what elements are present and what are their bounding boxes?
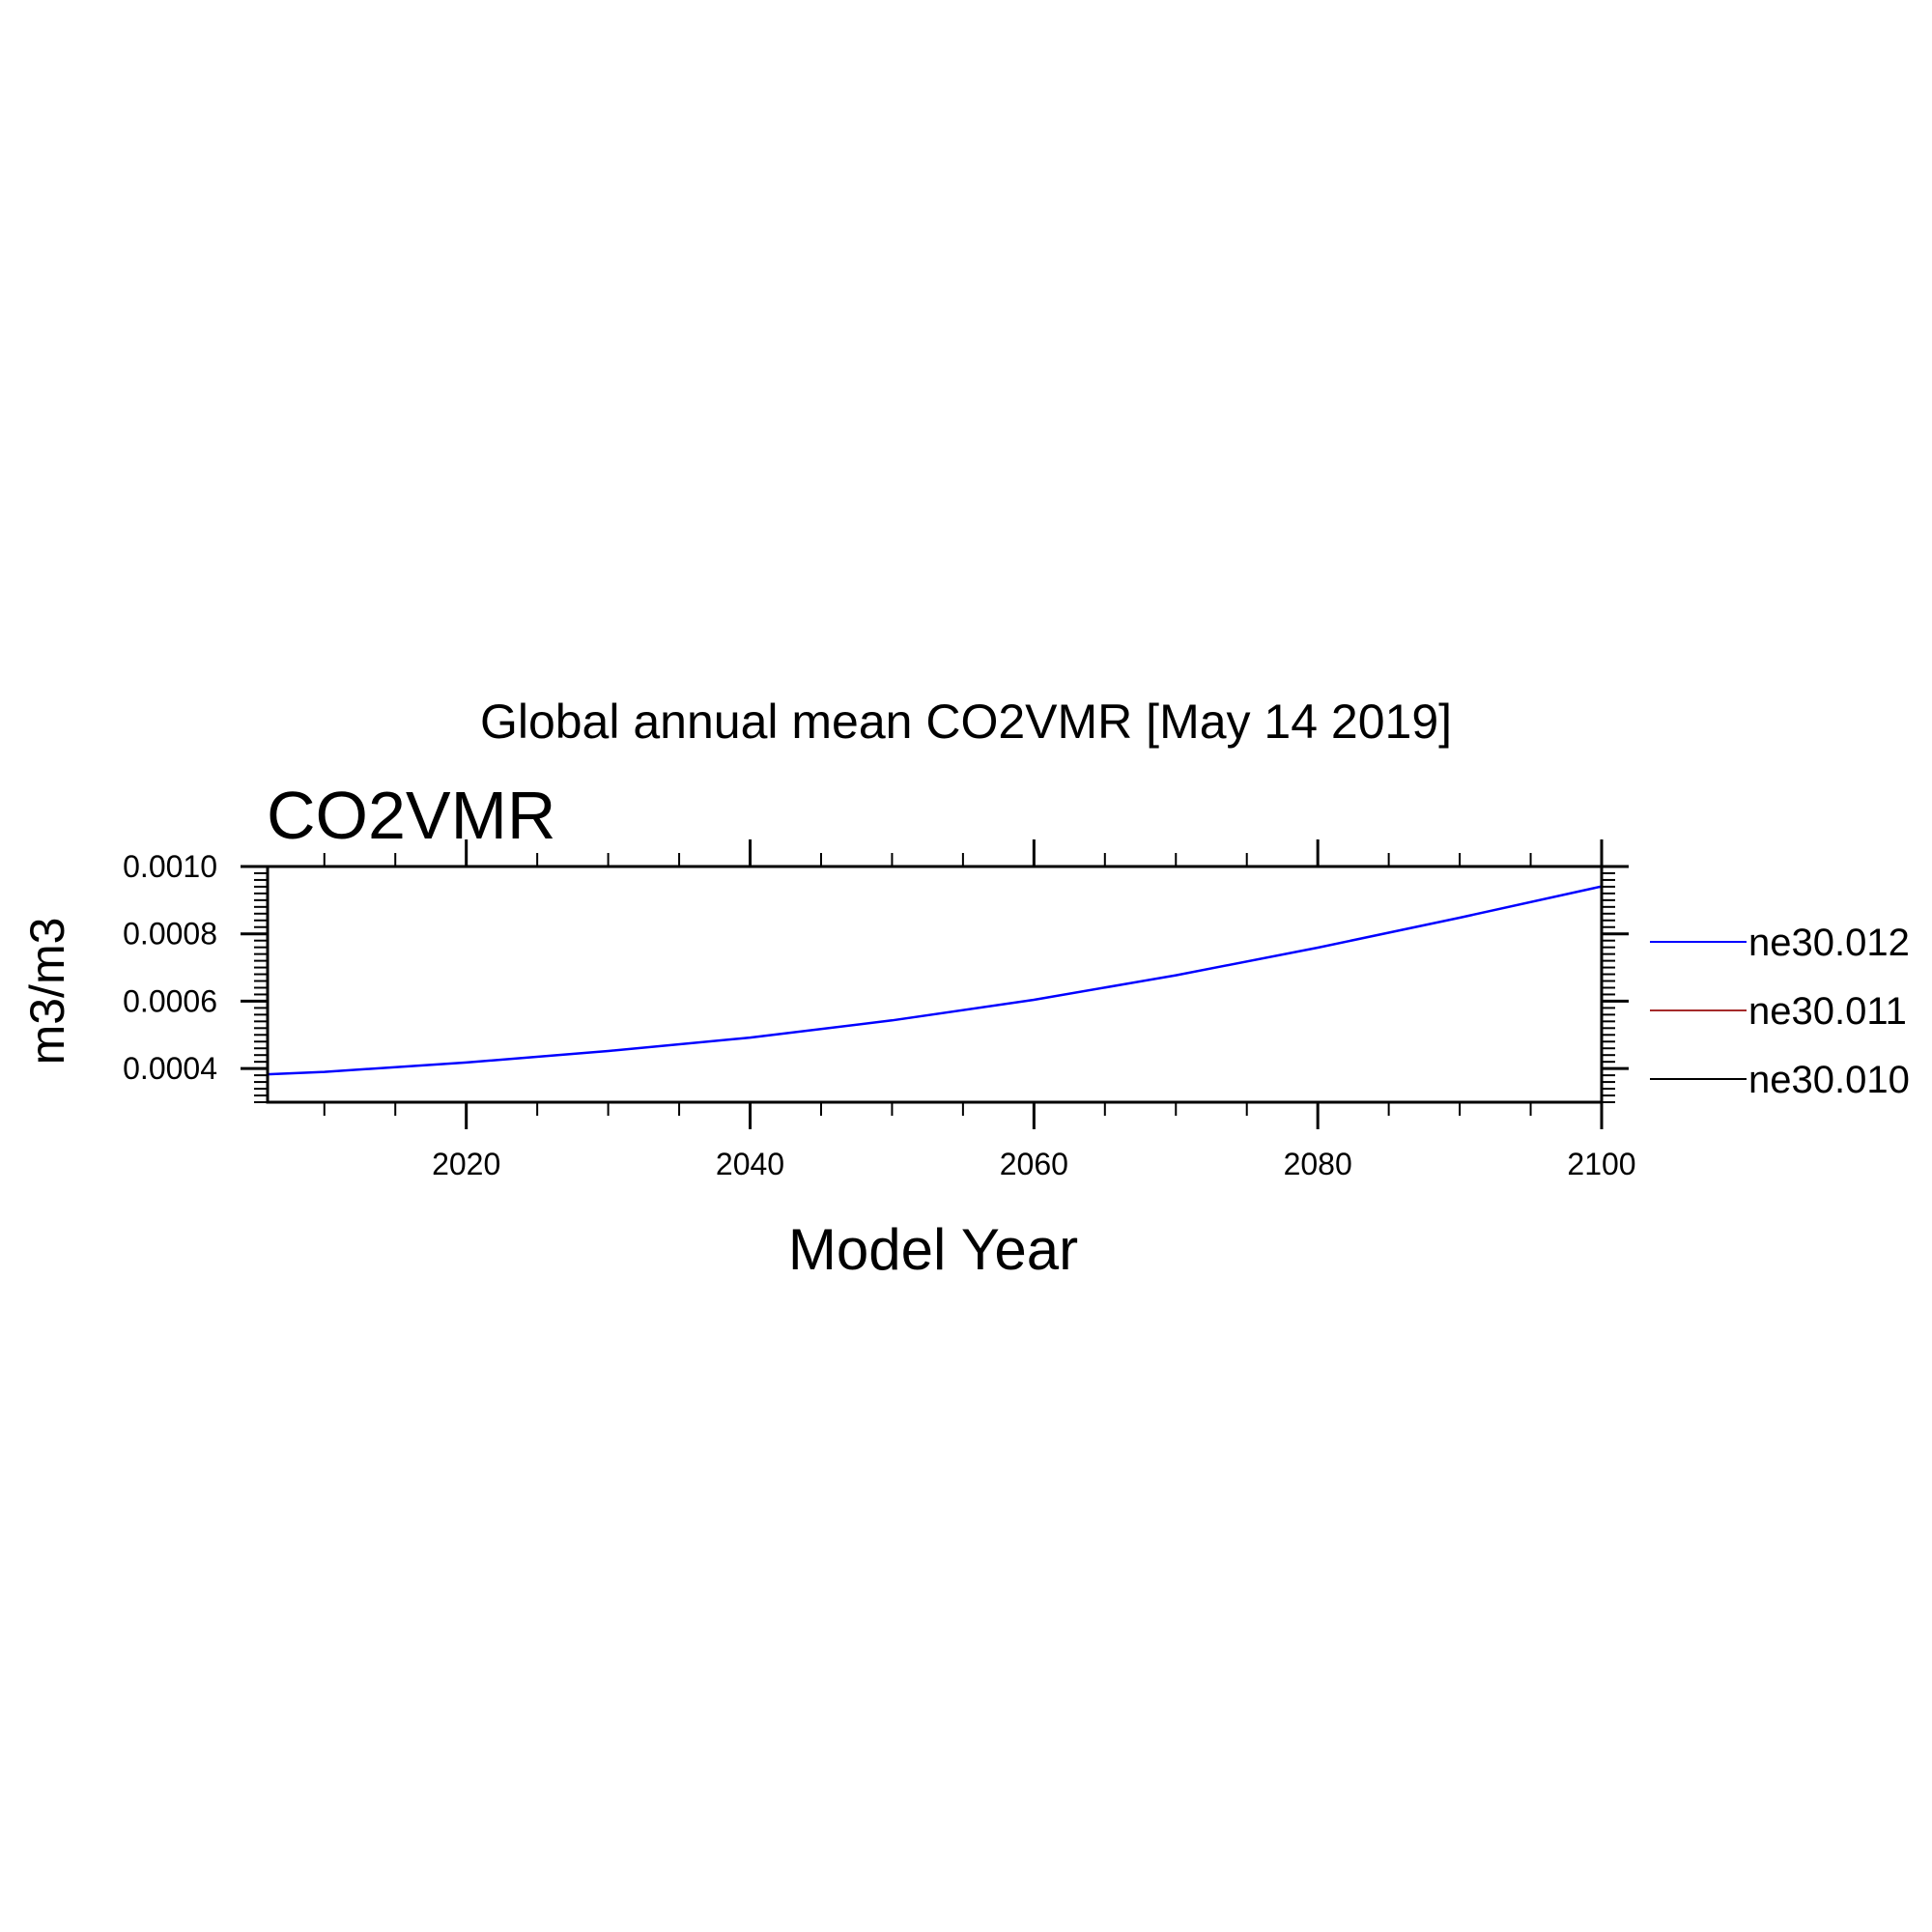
legend-label: ne30.010 [1748,1059,1910,1101]
y-tick-label: 0.0010 [123,849,217,884]
chart-title: Global annual mean CO2VMR [May 14 2019] [480,695,1452,749]
x-tick-label: 2020 [432,1147,500,1181]
y-axis-label: m3/m3 [20,918,74,1065]
series-line-ne30.012 [267,885,1603,1076]
x-tick-label: 2100 [1567,1147,1635,1181]
x-tick-label: 2040 [716,1147,784,1181]
x-axis-label: Model Year [788,1217,1078,1282]
x-tick-label: 2060 [1000,1147,1068,1181]
legend: ne30.012 ne30.011 ne30.010 [1650,922,1910,1101]
y-tick-label: 0.0008 [123,917,217,952]
legend-label: ne30.012 [1748,922,1910,964]
x-tick-label: 2080 [1284,1147,1352,1181]
legend-label: ne30.011 [1748,990,1907,1033]
series-lines [267,885,1603,1076]
plot-frame [266,865,1604,1104]
axis-ticks: 2020 2040 2060 2080 2100 0.0004 0.0006 0.0008 0.… [123,839,1636,1181]
y-tick-label: 0.0004 [123,1051,217,1086]
y-tick-label: 0.0006 [123,983,217,1018]
chart-subtitle: CO2VMR [267,778,555,853]
